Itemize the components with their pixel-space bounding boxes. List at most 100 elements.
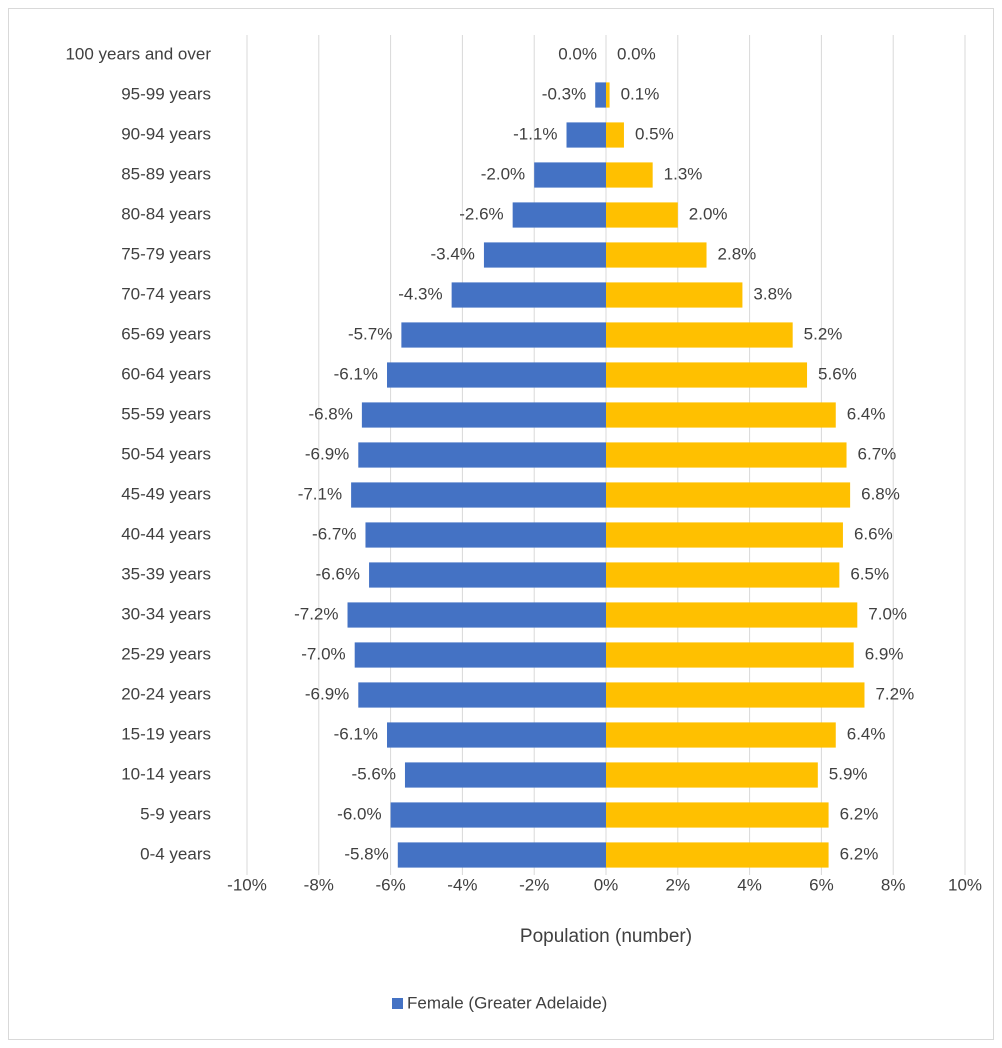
bar <box>390 802 606 828</box>
bar <box>351 482 606 508</box>
bar <box>606 242 707 268</box>
data-label: -3.4% <box>431 244 475 263</box>
bar <box>606 362 808 388</box>
bar <box>606 842 829 868</box>
bar <box>387 722 606 748</box>
bar <box>606 482 851 508</box>
legend-swatch <box>392 998 403 1009</box>
x-tick-label: 4% <box>737 875 762 894</box>
bar <box>387 362 606 388</box>
bar <box>606 602 858 628</box>
data-label: -6.7% <box>312 524 356 543</box>
x-tick-label: -4% <box>447 875 477 894</box>
bar <box>606 202 678 228</box>
data-label: -5.6% <box>352 764 396 783</box>
data-label: 5.9% <box>829 764 868 783</box>
data-label: 6.2% <box>840 844 879 863</box>
data-label: -5.8% <box>344 844 388 863</box>
x-tick-label: -8% <box>304 875 334 894</box>
bar <box>606 322 793 348</box>
data-label: 5.6% <box>818 364 857 383</box>
y-tick-label: 15-19 years <box>121 724 211 743</box>
data-label: 6.6% <box>854 524 893 543</box>
x-tick-label: 10% <box>948 875 982 894</box>
data-label: -2.0% <box>481 164 525 183</box>
y-tick-label: 35-39 years <box>121 564 211 583</box>
data-label: 2.8% <box>718 244 757 263</box>
y-tick-label: 60-64 years <box>121 364 211 383</box>
y-tick-label: 95-99 years <box>121 84 211 103</box>
bar <box>606 642 854 668</box>
bar <box>606 282 743 308</box>
data-label: -6.9% <box>305 444 349 463</box>
bar <box>347 602 606 628</box>
bar <box>483 242 606 268</box>
x-tick-label: 6% <box>809 875 834 894</box>
y-tick-label: 85-89 years <box>121 164 211 183</box>
bar <box>451 282 606 308</box>
y-tick-label: 25-29 years <box>121 644 211 663</box>
data-label: -5.7% <box>348 324 392 343</box>
data-label: 6.2% <box>840 804 879 823</box>
y-tick-label: 50-54 years <box>121 444 211 463</box>
data-label: 7.0% <box>868 604 907 623</box>
bar <box>606 682 865 708</box>
bar <box>361 402 606 428</box>
data-label: -0.3% <box>542 84 586 103</box>
data-label: -7.2% <box>294 604 338 623</box>
x-tick-label: -2% <box>519 875 549 894</box>
y-tick-label: 70-74 years <box>121 284 211 303</box>
data-label: 6.7% <box>858 444 897 463</box>
y-tick-label: 30-34 years <box>121 604 211 623</box>
x-axis-title: Population (number) <box>520 926 692 947</box>
bar <box>534 162 606 188</box>
data-label: 7.2% <box>875 684 914 703</box>
bar <box>606 162 653 188</box>
data-label: 5.2% <box>804 324 843 343</box>
data-label: 0.0% <box>558 44 597 63</box>
y-tick-label: 100 years and over <box>65 44 211 63</box>
data-label: 6.5% <box>850 564 889 583</box>
data-label: 3.8% <box>753 284 792 303</box>
data-label: -1.1% <box>513 124 557 143</box>
data-label: 6.4% <box>847 724 886 743</box>
bar <box>606 562 840 588</box>
x-tick-label: 8% <box>881 875 906 894</box>
x-tick-label: -6% <box>375 875 405 894</box>
data-label: 1.3% <box>664 164 703 183</box>
data-label: -4.3% <box>398 284 442 303</box>
bar <box>606 722 836 748</box>
y-tick-label: 0-4 years <box>140 844 211 863</box>
x-tick-label: -10% <box>227 875 267 894</box>
data-label: -6.0% <box>337 804 381 823</box>
bar <box>512 202 606 228</box>
data-label: -6.6% <box>316 564 360 583</box>
data-label: 6.8% <box>861 484 900 503</box>
bar <box>566 122 606 148</box>
bar <box>401 322 606 348</box>
y-tick-label: 10-14 years <box>121 764 211 783</box>
bar <box>606 122 624 148</box>
data-label: -6.1% <box>334 364 378 383</box>
data-label: -6.9% <box>305 684 349 703</box>
bar <box>369 562 606 588</box>
data-label: -7.1% <box>298 484 342 503</box>
data-label: 6.9% <box>865 644 904 663</box>
y-tick-label: 90-94 years <box>121 124 211 143</box>
data-label: -6.1% <box>334 724 378 743</box>
y-tick-label: 80-84 years <box>121 204 211 223</box>
bar <box>397 842 606 868</box>
bar <box>606 82 610 108</box>
legend-label: Female (Greater Adelaide) <box>407 993 607 1012</box>
data-label: -7.0% <box>301 644 345 663</box>
y-tick-label: 20-24 years <box>121 684 211 703</box>
data-label: 0.5% <box>635 124 674 143</box>
bar <box>606 402 836 428</box>
bar <box>354 642 606 668</box>
bar <box>595 82 606 108</box>
data-label: 0.0% <box>617 44 656 63</box>
data-label: -2.6% <box>459 204 503 223</box>
bar <box>404 762 606 788</box>
bar <box>606 522 843 548</box>
